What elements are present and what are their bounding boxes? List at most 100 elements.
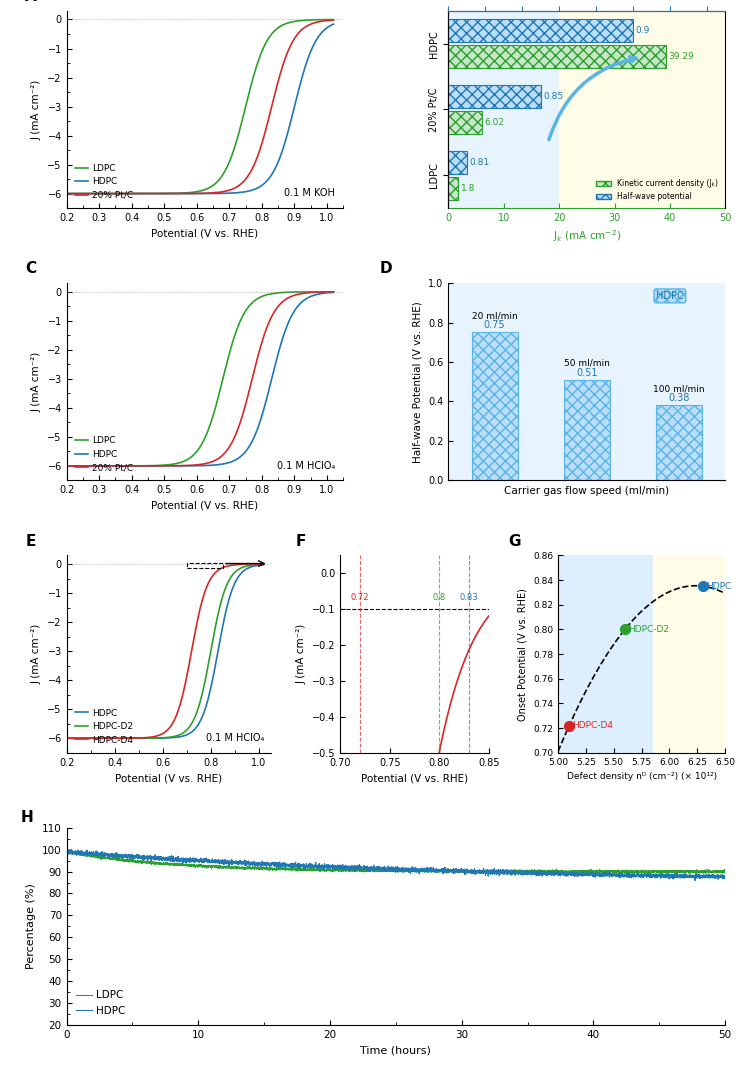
Y-axis label: J (mA cm⁻²): J (mA cm⁻²): [32, 624, 41, 684]
Bar: [186, 563, 223, 569]
Line: LDPC: LDPC: [67, 291, 334, 466]
Legend: Kinetic current density (Jₖ), Half-wave potential: Kinetic current density (Jₖ), Half-wave …: [593, 176, 722, 204]
HDPC: [191, 460, 200, 473]
20% Pt/C: [189, 459, 198, 472]
HDPC: [281, 135, 290, 148]
LDPC: [62, 845, 71, 858]
Legend: HDPC, HDPC-D2, HDPC-D4: HDPC, HDPC-D2, HDPC-D4: [71, 705, 136, 748]
LDPC: [323, 13, 332, 26]
Text: 0.38: 0.38: [668, 394, 690, 404]
LDPC: [62, 460, 71, 473]
HDPC: [206, 187, 215, 200]
LDPC: [63, 845, 72, 858]
Line: HDPC: HDPC: [67, 564, 263, 738]
20% Pt/C: [323, 14, 332, 27]
Bar: [448, 151, 467, 174]
Bar: [558, 556, 653, 753]
HDPC: [457, 862, 466, 875]
HDPC: [329, 17, 338, 30]
LDPC: [281, 286, 290, 299]
HDPC: [314, 859, 323, 872]
HDPC: [179, 729, 188, 742]
20% Pt/C: [281, 293, 290, 306]
HDPC: [182, 855, 191, 868]
Y-axis label: J (mA cm⁻²): J (mA cm⁻²): [296, 624, 306, 684]
Text: 6.02: 6.02: [485, 118, 505, 126]
Text: 0.9: 0.9: [636, 26, 650, 36]
Line: HDPC-D2: HDPC-D2: [67, 564, 263, 738]
20% Pt/C: [191, 459, 200, 472]
X-axis label: Potential (V vs. RHE): Potential (V vs. RHE): [152, 229, 258, 238]
HDPC: [67, 843, 75, 856]
LDPC: [323, 285, 332, 298]
X-axis label: Carrier gas flow speed (ml/min): Carrier gas flow speed (ml/min): [504, 486, 670, 496]
HDPC: [62, 732, 71, 745]
Text: A: A: [25, 0, 37, 4]
HDPC: [721, 870, 730, 883]
Line: LDPC: LDPC: [67, 851, 725, 874]
Line: HDPC: HDPC: [67, 292, 334, 466]
LDPC: [329, 13, 338, 26]
LDPC: [189, 186, 198, 199]
HDPC: [323, 286, 332, 299]
HDPC-D2: [155, 732, 164, 745]
HDPC-D2: [259, 558, 268, 571]
LDPC: [491, 864, 500, 877]
20% Pt/C: [206, 455, 215, 468]
Text: E: E: [26, 533, 36, 548]
HDPC: [189, 187, 198, 200]
HDPC-D4: [169, 715, 178, 728]
X-axis label: J$_k$ (mA cm$^{-2}$): J$_k$ (mA cm$^{-2}$): [553, 229, 621, 244]
Text: D: D: [380, 261, 392, 276]
Point: [619, 620, 630, 638]
LDPC: [692, 868, 701, 880]
20% Pt/C: [221, 185, 230, 197]
Text: 0.83: 0.83: [460, 593, 478, 602]
20% Pt/C: [189, 187, 198, 200]
Bar: [653, 556, 725, 753]
LDPC: [62, 187, 71, 200]
Text: 0.51: 0.51: [576, 368, 598, 378]
20% Pt/C: [62, 187, 71, 200]
20% Pt/C: [329, 14, 338, 27]
20% Pt/C: [206, 187, 215, 200]
20% Pt/C: [221, 446, 230, 459]
HDPC: [255, 559, 263, 572]
Text: H: H: [21, 810, 33, 824]
Line: HDPC-D4: HDPC-D4: [67, 564, 263, 738]
X-axis label: Potential (V vs. RHE): Potential (V vs. RHE): [115, 774, 222, 783]
Bar: [448, 85, 541, 108]
HDPC: [223, 596, 232, 609]
HDPC: [554, 868, 562, 880]
Text: 0.85: 0.85: [543, 92, 564, 101]
LDPC: [191, 186, 200, 199]
20% Pt/C: [329, 286, 338, 299]
LDPC: [191, 447, 200, 460]
X-axis label: Potential (V vs. RHE): Potential (V vs. RHE): [152, 501, 258, 510]
Line: LDPC: LDPC: [67, 19, 334, 193]
Text: HDPC-D4: HDPC-D4: [573, 721, 613, 730]
Text: 1.8: 1.8: [461, 183, 476, 192]
Y-axis label: J (mA cm⁻²): J (mA cm⁻²): [32, 352, 41, 412]
Text: 50 ml/min: 50 ml/min: [564, 359, 610, 368]
X-axis label: Time (hours): Time (hours): [360, 1046, 431, 1055]
Bar: [564, 380, 610, 480]
HDPC: [191, 187, 200, 200]
Text: 0.75: 0.75: [484, 320, 505, 330]
HDPC-D2: [62, 732, 71, 745]
HDPC: [189, 460, 198, 473]
HDPC: [206, 459, 215, 472]
HDPC-D4: [155, 728, 164, 741]
Y-axis label: Half-wave Potential (V vs. RHE): Half-wave Potential (V vs. RHE): [413, 301, 423, 463]
LDPC: [189, 449, 198, 462]
Point: [563, 716, 575, 734]
LDPC: [554, 865, 562, 878]
Text: 100 ml/min: 100 ml/min: [653, 384, 705, 394]
HDPC-D4: [179, 683, 188, 696]
LDPC: [221, 361, 230, 374]
HDPC-D2: [179, 726, 188, 739]
HDPC-D4: [223, 559, 232, 572]
Text: 0.81: 0.81: [470, 158, 490, 167]
Legend: LDPC, HDPC, 20% Pt/C: LDPC, HDPC, 20% Pt/C: [71, 433, 137, 476]
HDPC-D2: [255, 558, 263, 571]
